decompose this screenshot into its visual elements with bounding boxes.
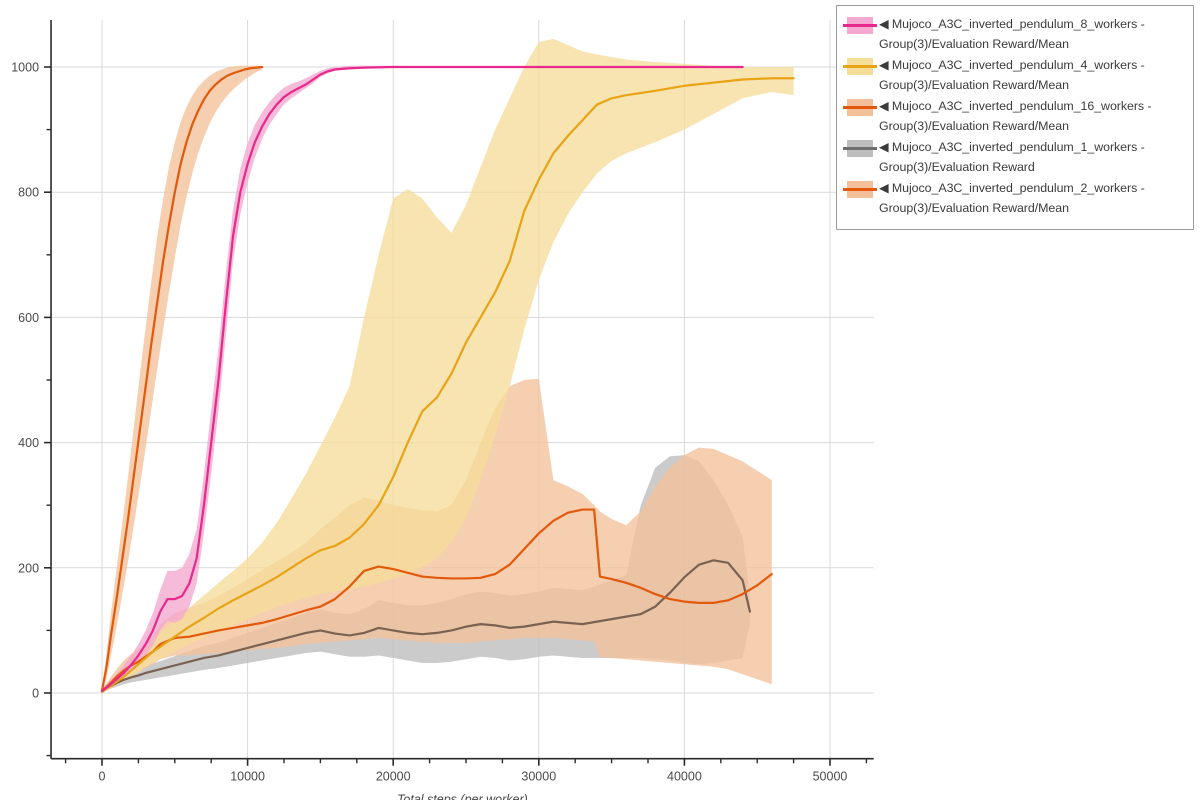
series-confidence-band: [102, 38, 794, 693]
y-tick-label: 200: [18, 561, 39, 575]
legend-color-swatch: [843, 58, 877, 75]
legend-item[interactable]: ◀ Mujoco_A3C_inverted_pendulum_2_workers…: [843, 179, 1185, 218]
x-tick-label: 30000: [521, 770, 556, 784]
x-tick-label: 50000: [813, 770, 848, 784]
series-group: [100, 38, 795, 693]
series-line: [100, 65, 744, 693]
legend-item-label: ◀ Mujoco_A3C_inverted_pendulum_16_worker…: [879, 99, 1152, 133]
legend-color-swatch: [843, 99, 877, 116]
x-tick-label: 10000: [230, 770, 265, 784]
legend-item-label: ◀ Mujoco_A3C_inverted_pendulum_1_workers…: [879, 140, 1145, 174]
legend-item-label: ◀ Mujoco_A3C_inverted_pendulum_8_workers…: [879, 17, 1145, 51]
legend-item[interactable]: ◀ Mujoco_A3C_inverted_pendulum_4_workers…: [843, 56, 1185, 95]
x-tick-label: 20000: [376, 770, 411, 784]
series-line: [100, 77, 795, 693]
y-tick-label: 400: [18, 436, 39, 450]
x-tick-label: 0: [99, 770, 106, 784]
x-tick-label: 40000: [667, 770, 702, 784]
legend-item[interactable]: ◀ Mujoco_A3C_inverted_pendulum_8_workers…: [843, 15, 1185, 54]
x-axis-title: Total steps (per worker): [397, 793, 528, 800]
legend-color-swatch: [843, 181, 877, 198]
legend-item-label: ◀ Mujoco_A3C_inverted_pendulum_4_workers…: [879, 58, 1145, 92]
legend-item-label: ◀ Mujoco_A3C_inverted_pendulum_2_workers…: [879, 181, 1145, 215]
y-tick-label: 0: [32, 687, 39, 701]
y-tick-label: 600: [18, 311, 39, 325]
series-line: [100, 65, 264, 692]
legend-item[interactable]: ◀ Mujoco_A3C_inverted_pendulum_1_workers…: [843, 138, 1185, 177]
y-tick-label: 800: [18, 186, 39, 200]
chart-legend[interactable]: ◀ Mujoco_A3C_inverted_pendulum_8_workers…: [836, 5, 1194, 230]
y-tick-label: 1000: [11, 61, 39, 75]
legend-item[interactable]: ◀ Mujoco_A3C_inverted_pendulum_16_worker…: [843, 97, 1185, 136]
series-confidence-band: [102, 65, 263, 693]
series-line: [100, 559, 752, 693]
legend-color-swatch: [843, 140, 877, 157]
legend-color-swatch: [843, 17, 877, 34]
